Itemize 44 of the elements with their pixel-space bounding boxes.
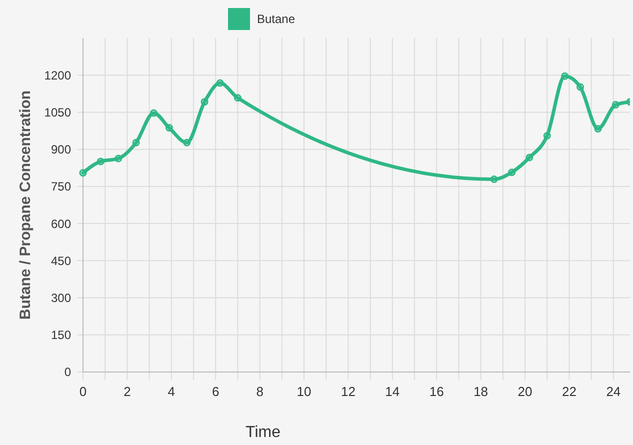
- x-tick-label: 6: [212, 384, 220, 399]
- point: [216, 79, 224, 87]
- y-tick-label: 900: [50, 142, 72, 157]
- point: [79, 169, 87, 177]
- x-tick-label: 12: [340, 384, 356, 399]
- point: [490, 176, 498, 184]
- point: [526, 154, 534, 162]
- point: [576, 83, 584, 91]
- x-tick-label: 8: [256, 384, 264, 399]
- y-tick-label: 1050: [44, 105, 72, 120]
- x-tick-label: 18: [474, 384, 488, 399]
- x-tick-label: 2: [124, 384, 131, 399]
- y-tick-label: 1200: [44, 68, 72, 82]
- y-tick-label: 450: [50, 254, 72, 268]
- point: [165, 124, 173, 132]
- line-series: [79, 72, 630, 184]
- y-tick-label: 0: [64, 365, 72, 380]
- point: [594, 125, 602, 133]
- y-tick-label: 150: [50, 328, 72, 342]
- x-tick-label: 4: [168, 384, 176, 399]
- x-tick-label: 22: [562, 384, 576, 399]
- point: [612, 101, 620, 109]
- y-tick-label: 750: [50, 180, 72, 194]
- point: [543, 132, 551, 140]
- x-tick-label: 24: [606, 384, 621, 399]
- x-tick-label: 16: [429, 384, 444, 399]
- point: [96, 158, 104, 166]
- point: [234, 94, 242, 102]
- y-tick-label: 600: [50, 216, 72, 231]
- point: [150, 109, 158, 117]
- point: [508, 168, 516, 176]
- x-tick-label: 20: [518, 384, 532, 399]
- point: [200, 98, 208, 106]
- point: [561, 72, 569, 80]
- x-axis-title: Time: [246, 424, 281, 441]
- legend-label: Butane: [257, 12, 296, 26]
- point: [132, 138, 140, 146]
- x-tick-label: 14: [385, 384, 400, 399]
- point: [183, 138, 191, 146]
- y-tick-label: 300: [50, 290, 72, 305]
- x-tick-label: 0: [79, 384, 87, 399]
- y-axis-title: Butane / Propane Concentration: [17, 90, 34, 320]
- x-tick-label: 10: [296, 384, 312, 399]
- point: [114, 154, 122, 162]
